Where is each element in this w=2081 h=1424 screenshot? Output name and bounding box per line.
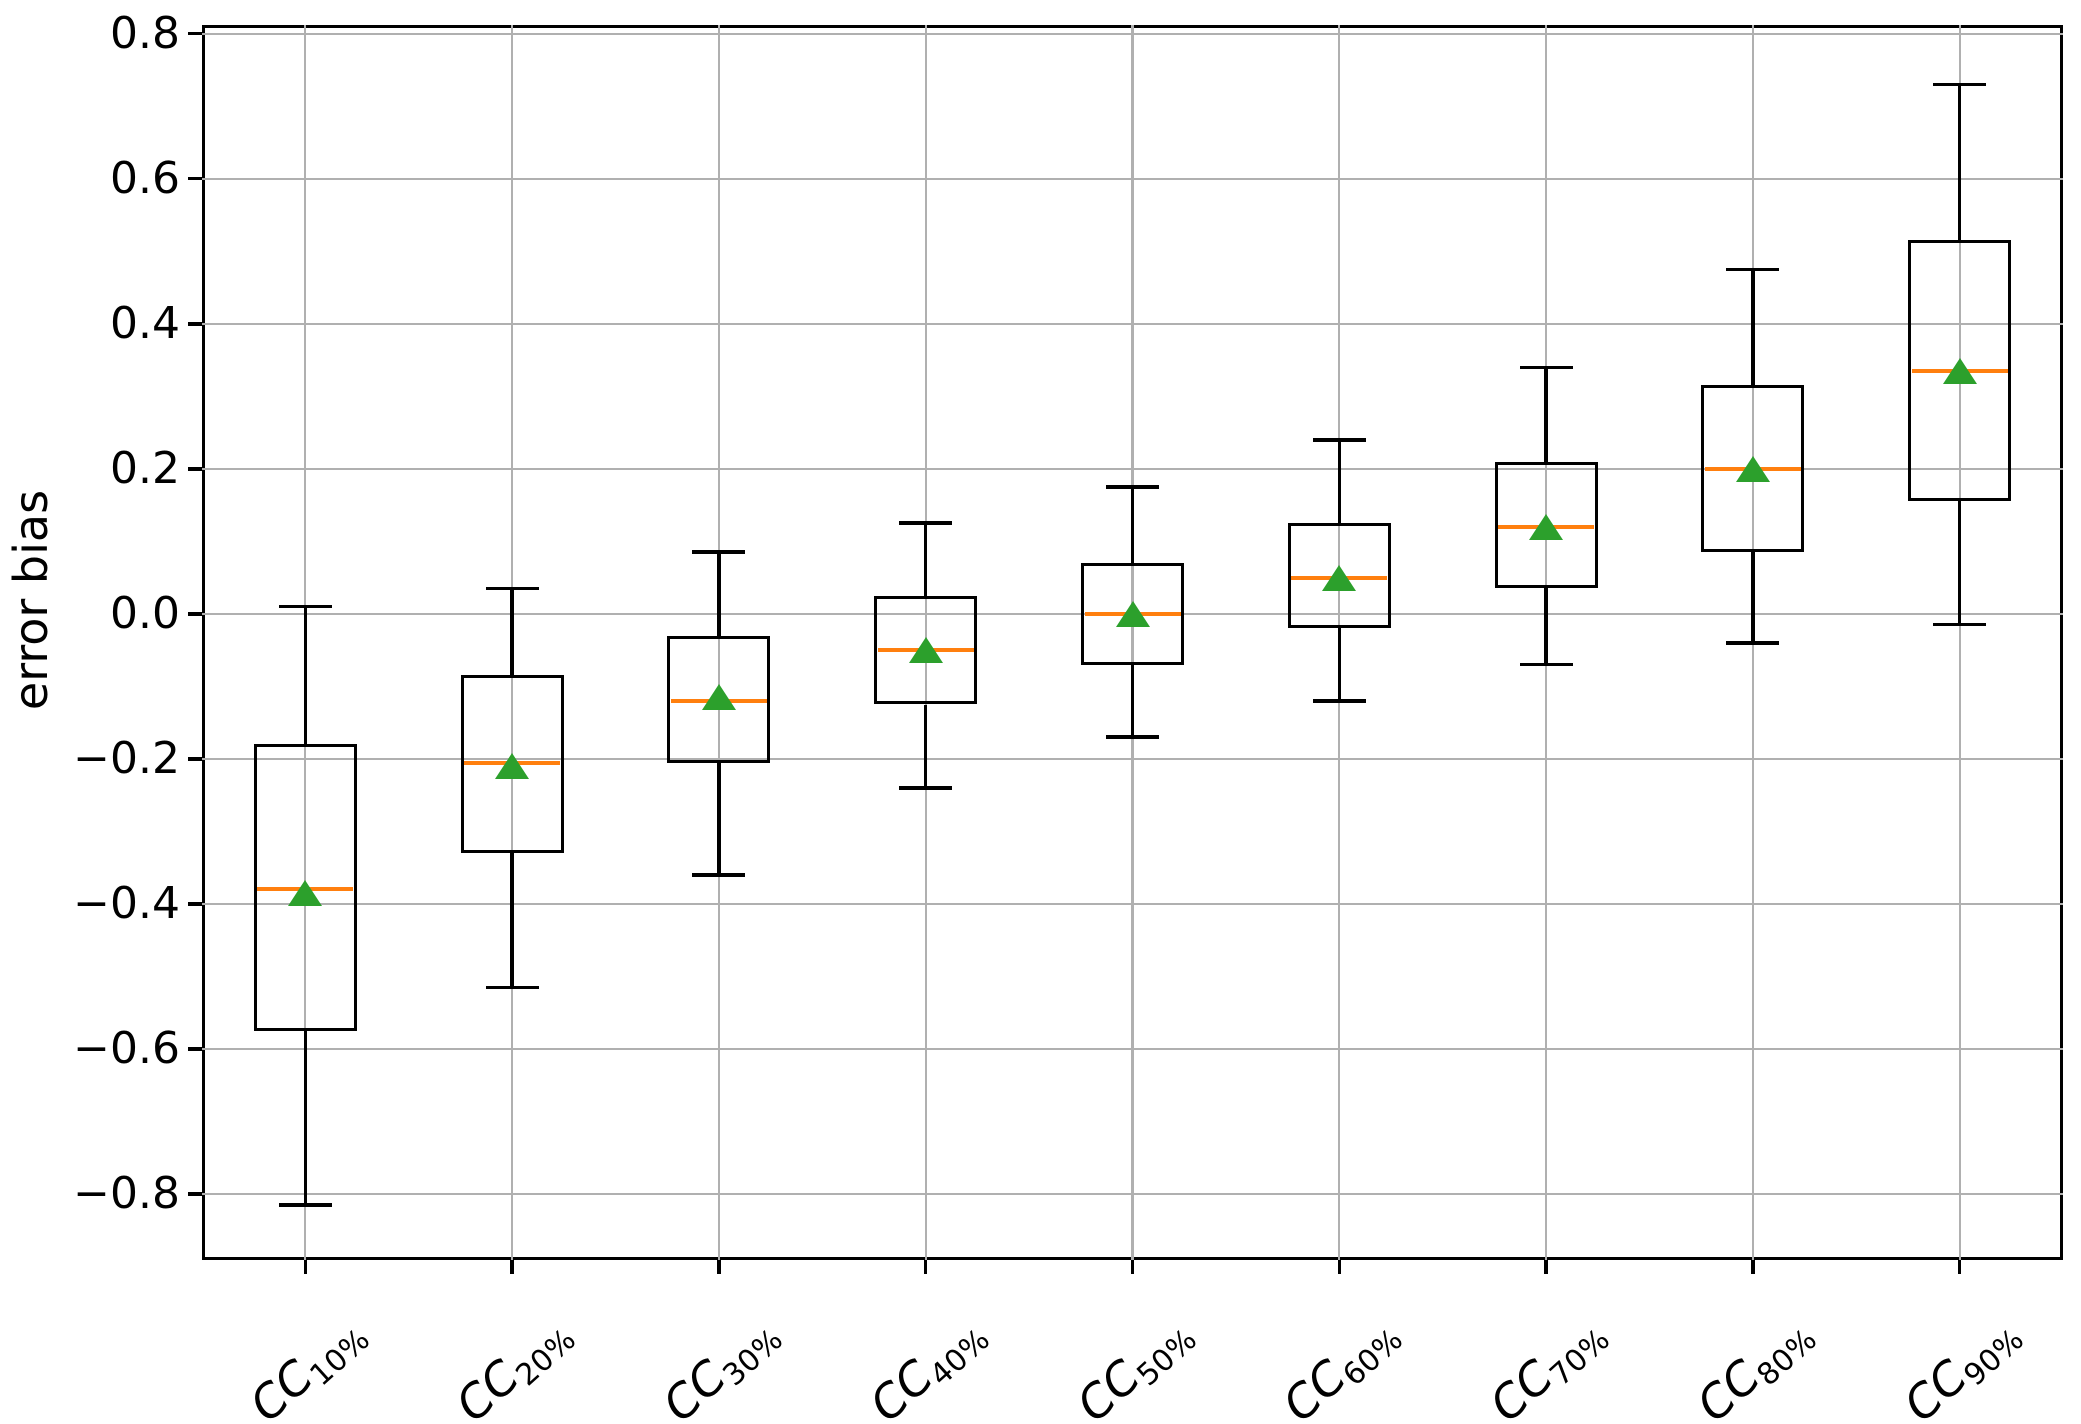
iqr-box — [1287, 523, 1391, 629]
lower-whisker-cap — [1519, 662, 1573, 667]
y-tick-label: −0.8 — [73, 1168, 180, 1219]
lower-whisker — [717, 762, 721, 875]
lower-whisker — [303, 1030, 308, 1205]
upper-whisker-cap — [899, 521, 953, 525]
v-gridline — [1958, 25, 1961, 1260]
x-tick-mark — [717, 1260, 721, 1274]
upper-whisker — [1337, 439, 1342, 524]
upper-whisker — [303, 606, 308, 745]
y-tick-mark — [188, 612, 202, 616]
y-tick-label: 0.2 — [110, 442, 180, 494]
lower-whisker — [510, 853, 514, 988]
iqr-box — [1494, 461, 1598, 589]
lower-whisker-cap — [278, 1203, 332, 1207]
lower-whisker-cap — [1933, 622, 1987, 627]
y-tick-label: −0.6 — [73, 1022, 180, 1074]
upper-whisker — [1957, 84, 1962, 241]
x-tick-label: CC60% — [1273, 1307, 1411, 1424]
mean-marker — [1735, 455, 1770, 482]
mean-marker — [1115, 600, 1150, 627]
mean-marker — [1322, 564, 1357, 591]
x-tick-mark — [1957, 1260, 1962, 1274]
upper-whisker-cap — [278, 604, 332, 609]
upper-whisker — [1751, 269, 1755, 386]
y-tick-mark — [188, 467, 202, 471]
iqr-box — [874, 595, 978, 705]
upper-whisker-cap — [692, 550, 746, 554]
lower-whisker — [923, 704, 928, 788]
x-tick-mark — [510, 1260, 514, 1274]
lower-whisker — [1130, 664, 1135, 738]
x-tick-label: CC50% — [1066, 1307, 1204, 1424]
upper-whisker-cap — [1519, 365, 1573, 370]
lower-whisker-cap — [899, 786, 953, 790]
x-tick-mark — [1544, 1260, 1548, 1274]
mean-marker — [495, 753, 530, 780]
upper-whisker-cap — [1106, 485, 1159, 489]
lower-whisker — [1337, 628, 1342, 701]
x-tick-label: CC30% — [652, 1307, 790, 1424]
x-tick-label: CC90% — [1893, 1307, 2031, 1424]
upper-whisker-cap — [1726, 267, 1780, 272]
iqr-box — [1081, 563, 1184, 665]
iqr-box — [667, 635, 771, 763]
upper-whisker — [510, 588, 514, 676]
x-tick-mark — [1130, 1260, 1135, 1274]
lower-whisker-cap — [1726, 641, 1780, 645]
upper-whisker — [717, 552, 721, 636]
lower-whisker — [1957, 501, 1962, 625]
y-tick-mark — [188, 1047, 202, 1051]
x-tick-label: CC70% — [1480, 1307, 1618, 1424]
mean-marker — [908, 637, 943, 664]
y-tick-label: 0.4 — [110, 297, 180, 349]
mean-marker — [288, 880, 323, 907]
iqr-box — [1701, 385, 1805, 553]
iqr-box — [253, 744, 357, 1031]
x-tick-label: CC40% — [859, 1307, 997, 1424]
y-tick-mark — [188, 176, 202, 181]
mean-marker — [1529, 513, 1564, 540]
upper-whisker-cap — [485, 586, 539, 591]
v-gridline — [1131, 25, 1134, 1260]
x-tick-mark — [923, 1260, 928, 1274]
y-tick-mark — [188, 902, 202, 906]
y-tick-mark — [188, 31, 202, 36]
x-tick-label: CC80% — [1686, 1307, 1824, 1424]
lower-whisker-cap — [1106, 735, 1159, 739]
lower-whisker-cap — [485, 985, 539, 990]
mean-marker — [1942, 357, 1977, 384]
x-tick-label: CC10% — [239, 1307, 377, 1424]
upper-whisker — [1130, 486, 1135, 564]
lower-whisker-cap — [692, 873, 746, 877]
iqr-box — [1908, 240, 2012, 502]
y-tick-mark — [188, 1192, 202, 1196]
upper-whisker-cap — [1933, 82, 1987, 87]
lower-whisker — [1544, 588, 1548, 665]
y-tick-label: −0.4 — [73, 877, 180, 929]
y-tick-label: −0.2 — [73, 732, 180, 784]
x-tick-mark — [1751, 1260, 1755, 1274]
upper-whisker-cap — [1312, 438, 1366, 442]
upper-whisker — [923, 523, 928, 596]
y-tick-label: 0.8 — [110, 7, 180, 59]
lower-whisker — [1751, 552, 1755, 643]
y-tick-mark — [188, 322, 202, 326]
x-tick-mark — [1337, 1260, 1342, 1274]
upper-whisker — [1544, 367, 1548, 462]
y-tick-label: 0.0 — [110, 587, 180, 639]
y-tick-label: 0.6 — [110, 152, 180, 204]
iqr-box — [460, 675, 564, 854]
y-tick-mark — [188, 757, 202, 761]
v-gridline — [717, 25, 721, 1260]
x-tick-mark — [303, 1260, 308, 1274]
x-tick-label: CC20% — [446, 1307, 584, 1424]
lower-whisker-cap — [1312, 699, 1366, 703]
mean-marker — [701, 684, 736, 711]
